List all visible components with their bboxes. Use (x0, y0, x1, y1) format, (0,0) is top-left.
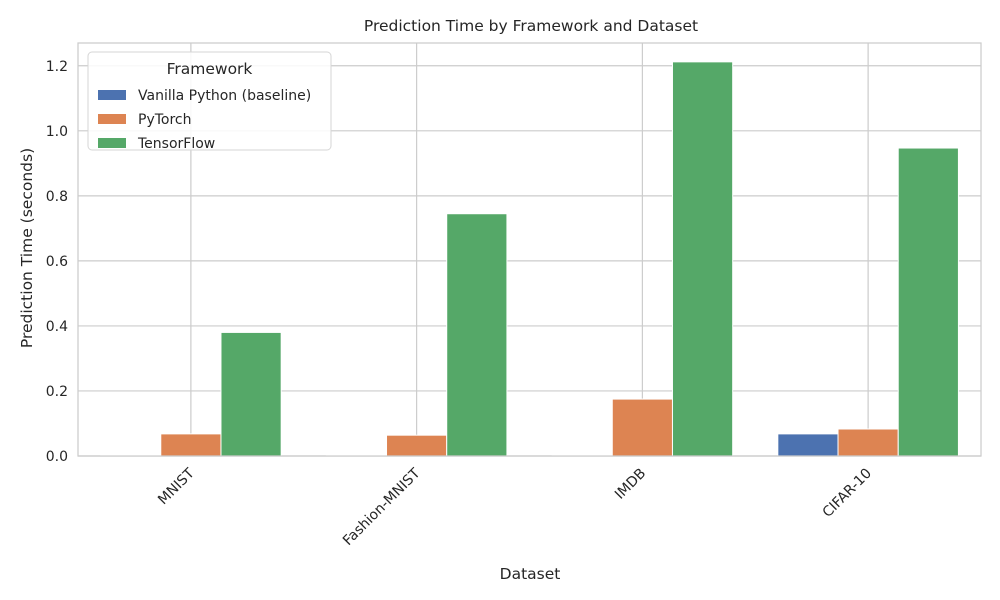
bar (160, 433, 222, 457)
legend-entry-label: PyTorch (138, 112, 191, 128)
bars (100, 61, 959, 457)
legend-swatch (98, 90, 126, 100)
y-axis-title: Prediction Time (seconds) (18, 148, 36, 348)
bar (897, 147, 959, 457)
y-tick-label: 0.4 (46, 319, 68, 335)
legend-entry-label: TensorFlow (137, 136, 215, 152)
bar (777, 433, 839, 457)
legend: Framework Vanilla Python (baseline) PyTorc… (87, 51, 332, 152)
y-tick-label: 1.0 (46, 124, 68, 140)
y-axis-ticks: 0.0 0.2 0.4 0.6 0.8 1.0 1.2 (46, 59, 68, 465)
y-tick-label: 1.2 (46, 59, 68, 75)
bar (446, 213, 508, 457)
legend-entry-label: Vanilla Python (baseline) (138, 88, 311, 104)
legend-box (87, 51, 332, 151)
y-tick-label: 0.0 (46, 449, 68, 465)
x-tick-label: IMDB (612, 466, 649, 503)
bar (837, 428, 899, 457)
x-tick-label: Fashion-MNIST (340, 465, 424, 549)
chart-title: Prediction Time by Framework and Dataset (364, 17, 698, 35)
bar (220, 331, 282, 457)
plot-border (77, 42, 982, 457)
x-axis-title: Dataset (500, 565, 561, 583)
bar (671, 61, 734, 457)
y-tick-label: 0.8 (46, 189, 68, 205)
legend-swatch (98, 138, 126, 148)
legend-title: Framework (167, 60, 253, 78)
x-axis-ticks: MNIST Fashion-MNIST IMDB CIFAR-10 (155, 465, 875, 549)
plot-frame (77, 42, 982, 457)
x-tick-label: MNIST (155, 465, 198, 508)
x-tick-label: CIFAR-10 (820, 466, 875, 521)
y-tick-label: 0.2 (46, 384, 68, 400)
bar (386, 434, 448, 457)
legend-swatch (98, 114, 126, 124)
y-tick-label: 0.6 (46, 254, 68, 270)
bar (611, 398, 673, 457)
